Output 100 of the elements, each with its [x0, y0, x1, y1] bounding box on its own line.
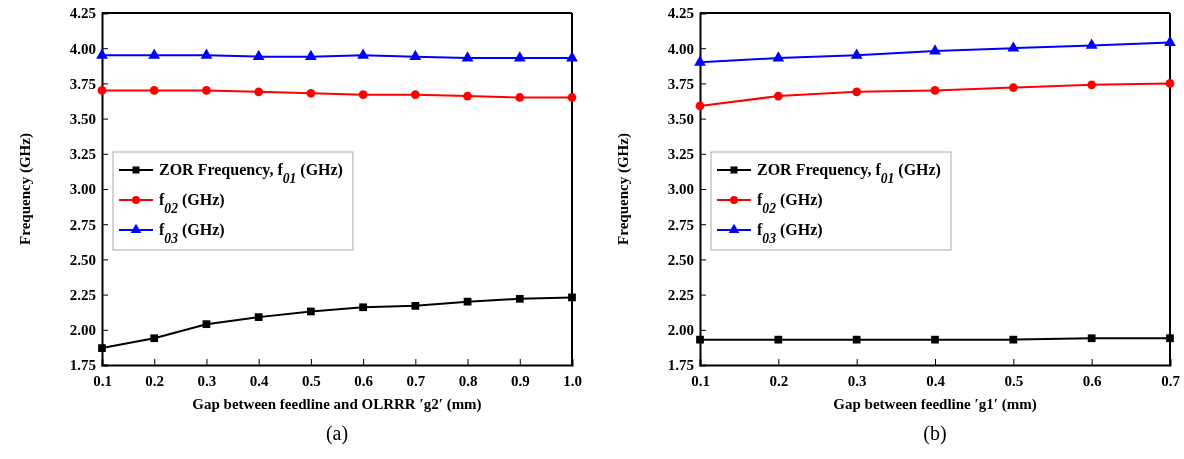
point — [850, 48, 863, 59]
point — [1164, 35, 1176, 46]
point — [694, 55, 706, 66]
y-tick-label: 1.75 — [69, 357, 96, 374]
point — [358, 90, 368, 100]
y-tick-label: 2.50 — [69, 251, 96, 268]
y-tick-label: 3.25 — [69, 146, 96, 163]
point — [773, 91, 783, 101]
y-tick-label: 2.25 — [667, 286, 694, 303]
point — [1166, 334, 1174, 343]
point — [357, 48, 369, 59]
x-tick-label: 0.5 — [302, 372, 321, 389]
y-tick-label: 3.25 — [667, 146, 694, 163]
point — [566, 51, 578, 62]
x-tick-label: 0.3 — [847, 372, 867, 389]
legend-label: f$_{03}$ (GHz) — [757, 221, 823, 246]
x-tick-label: 0.7 — [406, 372, 426, 389]
x-tick-label: 0.7 — [1161, 372, 1181, 389]
point — [1165, 79, 1175, 88]
x-tick-label: 0.8 — [458, 372, 478, 389]
legend-label: f$_{03}$ (GHz) — [159, 221, 225, 246]
point — [409, 49, 422, 61]
point — [1008, 83, 1018, 92]
x-axis-title: Gap between feedline and OLRRR ′g2′ (mm) — [192, 396, 482, 413]
point — [1007, 41, 1020, 52]
y-tick-label: 3.00 — [667, 181, 694, 198]
y-tick-label: 1.75 — [667, 357, 694, 374]
x-tick-label: 0.3 — [197, 372, 217, 389]
point — [254, 313, 263, 321]
point — [98, 344, 106, 352]
point — [306, 88, 316, 98]
point — [930, 86, 940, 95]
y-tick-label: 3.50 — [69, 110, 96, 127]
point — [515, 294, 524, 303]
x-tick-label: 0.1 — [691, 372, 710, 389]
x-tick-label: 0.6 — [1082, 372, 1103, 389]
point — [359, 303, 367, 312]
point — [148, 48, 161, 59]
point — [252, 49, 265, 61]
point — [1087, 334, 1096, 343]
point — [463, 91, 472, 101]
y-tick-label: 4.25 — [69, 5, 96, 22]
text: (b) — [923, 422, 947, 445]
x-tick-label: 0.4 — [249, 372, 270, 389]
point — [852, 87, 862, 97]
y-tick-label: 3.50 — [667, 110, 694, 127]
x-axis-title: Gap between feedline ′g1′ (mm) — [833, 396, 1037, 413]
point — [931, 335, 939, 344]
point — [202, 320, 211, 329]
y-axis-title: Frequency (GHz) — [615, 133, 632, 245]
y-tick-label: 2.75 — [69, 216, 96, 233]
point — [774, 335, 783, 344]
y-tick-label: 2.25 — [69, 286, 96, 303]
point — [149, 86, 159, 95]
point — [513, 51, 526, 62]
point — [254, 87, 264, 97]
point — [929, 44, 941, 55]
point — [1009, 335, 1018, 344]
point — [96, 48, 108, 59]
legend-label: ZOR Frequency, f$_{01}$ (GHz) — [757, 161, 941, 186]
x-tick-label: 0.2 — [769, 372, 789, 389]
y-tick-label: 2.75 — [667, 216, 694, 233]
point — [410, 90, 420, 100]
point — [305, 49, 317, 61]
x-tick-label: 0.6 — [354, 372, 374, 389]
y-tick-label: 3.75 — [69, 75, 96, 92]
x-tick-label: 0.5 — [1004, 372, 1024, 389]
point — [696, 335, 704, 344]
text: (a) — [325, 422, 349, 445]
point — [150, 334, 159, 343]
point — [515, 93, 525, 102]
point — [568, 293, 576, 302]
point — [1085, 38, 1098, 49]
x-tick-label: 0.2 — [145, 372, 165, 389]
y-tick-label: 4.00 — [667, 40, 694, 57]
y-tick-label: 2.50 — [667, 251, 694, 268]
legend-label: f$_{02}$ (GHz) — [757, 191, 823, 216]
x-tick-label: 1.0 — [563, 372, 582, 389]
x-tick-label: 0.4 — [926, 372, 946, 389]
point — [97, 86, 107, 95]
point — [307, 307, 315, 316]
point — [461, 51, 474, 62]
point — [411, 301, 420, 310]
x-tick-label: 0.1 — [93, 372, 112, 389]
y-tick-label: 4.25 — [667, 5, 694, 22]
y-tick-label: 2.00 — [69, 322, 96, 339]
point — [200, 48, 213, 59]
y-axis-title: Frequency (GHz) — [17, 133, 34, 245]
point — [1087, 80, 1097, 90]
legend-label: ZOR Frequency, f$_{01}$ (GHz) — [159, 161, 343, 186]
point — [772, 51, 785, 62]
y-tick-label: 4.00 — [69, 40, 96, 57]
y-tick-label: 2.00 — [667, 322, 694, 339]
y-tick-label: 3.75 — [667, 75, 694, 92]
point — [567, 93, 577, 102]
point — [463, 297, 472, 306]
y-tick-label: 3.00 — [69, 181, 96, 198]
point — [695, 101, 705, 111]
x-tick-label: 0.9 — [510, 372, 530, 389]
point — [202, 86, 211, 95]
